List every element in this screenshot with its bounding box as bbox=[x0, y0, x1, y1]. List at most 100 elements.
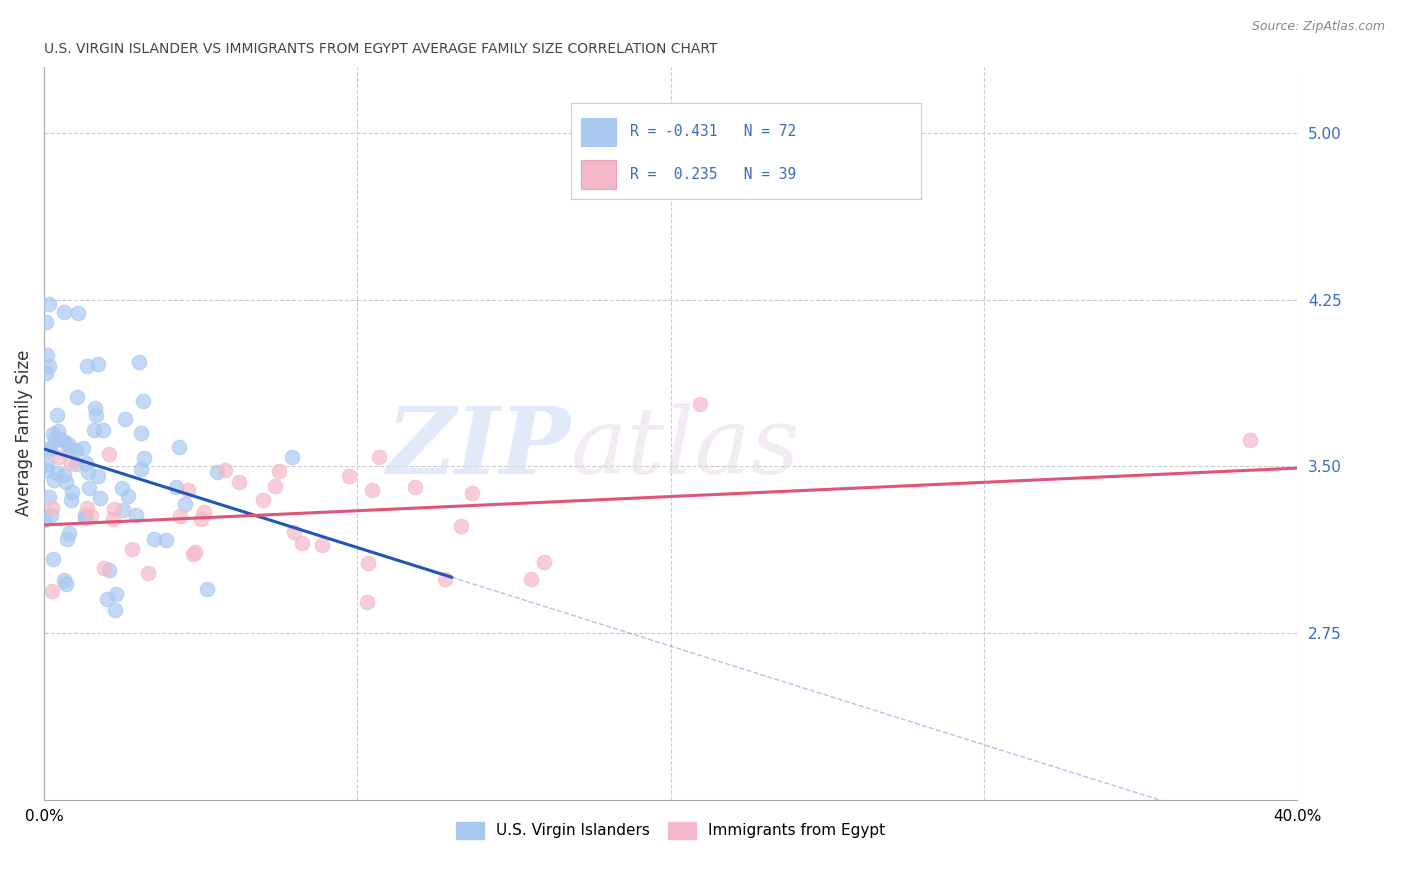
Point bbox=[55, 532, 77, 546]
Point bbox=[38, 442, 60, 457]
Point bbox=[93, 423, 115, 437]
Y-axis label: Average Family Size: Average Family Size bbox=[15, 350, 32, 516]
Point bbox=[73, 511, 96, 525]
Point bbox=[356, 595, 378, 609]
Point bbox=[368, 450, 391, 465]
Point bbox=[129, 462, 152, 476]
Point bbox=[132, 450, 155, 465]
Point bbox=[45, 466, 67, 480]
Point bbox=[60, 456, 83, 470]
Point bbox=[205, 465, 228, 479]
Point bbox=[60, 492, 83, 507]
Point bbox=[83, 423, 105, 437]
Point bbox=[114, 412, 136, 426]
Point bbox=[38, 442, 60, 456]
Point bbox=[155, 533, 177, 547]
Point bbox=[184, 545, 207, 559]
Point bbox=[34, 513, 56, 527]
Point bbox=[269, 464, 291, 478]
Point bbox=[121, 541, 143, 556]
Point bbox=[404, 480, 426, 494]
Point bbox=[98, 563, 121, 577]
Point bbox=[55, 475, 77, 489]
Point bbox=[76, 359, 98, 373]
Point bbox=[228, 475, 250, 489]
Point bbox=[86, 357, 108, 371]
Point bbox=[1239, 433, 1261, 447]
Point bbox=[45, 409, 67, 423]
Point bbox=[89, 491, 111, 505]
Point bbox=[103, 502, 125, 516]
Point bbox=[38, 490, 60, 504]
Point bbox=[44, 432, 66, 446]
Point bbox=[42, 426, 65, 441]
Point bbox=[281, 450, 304, 465]
Point bbox=[214, 463, 236, 477]
Point bbox=[111, 481, 134, 495]
Point bbox=[165, 480, 187, 494]
Point bbox=[434, 573, 457, 587]
Point bbox=[38, 296, 60, 310]
Text: atlas: atlas bbox=[571, 402, 800, 492]
Point bbox=[52, 468, 75, 483]
Point bbox=[38, 359, 60, 374]
Point bbox=[190, 511, 212, 525]
Legend: U.S. Virgin Islanders, Immigrants from Egypt: U.S. Virgin Islanders, Immigrants from E… bbox=[450, 816, 891, 845]
Point bbox=[73, 508, 96, 522]
Point bbox=[48, 450, 70, 465]
Point bbox=[48, 424, 70, 438]
Point bbox=[66, 390, 89, 404]
Point bbox=[39, 508, 62, 522]
Text: Source: ZipAtlas.com: Source: ZipAtlas.com bbox=[1251, 20, 1385, 33]
Point bbox=[87, 469, 110, 483]
Point bbox=[67, 306, 90, 320]
Point bbox=[52, 305, 75, 319]
Point bbox=[460, 486, 482, 500]
Point bbox=[520, 572, 543, 586]
Point bbox=[128, 355, 150, 369]
Point bbox=[689, 397, 711, 411]
Point bbox=[44, 473, 66, 487]
Text: ZIP: ZIP bbox=[387, 402, 571, 492]
Point bbox=[65, 443, 87, 458]
Point bbox=[357, 557, 380, 571]
Point bbox=[58, 438, 80, 452]
Point bbox=[84, 408, 107, 422]
Point bbox=[291, 536, 314, 550]
Point bbox=[37, 348, 59, 362]
Point bbox=[283, 524, 305, 539]
Point bbox=[75, 456, 97, 470]
Point bbox=[105, 587, 128, 601]
Point bbox=[76, 500, 98, 515]
Point bbox=[132, 393, 155, 408]
Point bbox=[112, 503, 135, 517]
Point bbox=[35, 463, 58, 477]
Point bbox=[84, 401, 107, 415]
Point bbox=[193, 505, 215, 519]
Point bbox=[34, 315, 56, 329]
Point bbox=[41, 500, 63, 515]
Point bbox=[167, 440, 190, 454]
Point bbox=[49, 432, 72, 446]
Point bbox=[53, 435, 76, 450]
Point bbox=[60, 484, 83, 499]
Point bbox=[72, 441, 94, 455]
Point bbox=[125, 508, 148, 522]
Point bbox=[533, 555, 555, 569]
Text: U.S. VIRGIN ISLANDER VS IMMIGRANTS FROM EGYPT AVERAGE FAMILY SIZE CORRELATION CH: U.S. VIRGIN ISLANDER VS IMMIGRANTS FROM … bbox=[44, 42, 717, 56]
Point bbox=[104, 603, 127, 617]
Point bbox=[77, 466, 100, 480]
Point bbox=[142, 532, 165, 546]
Point bbox=[360, 483, 382, 497]
Point bbox=[80, 508, 103, 523]
Point bbox=[55, 576, 77, 591]
Point bbox=[96, 592, 118, 607]
Point bbox=[101, 512, 124, 526]
Point bbox=[195, 582, 218, 597]
Point bbox=[117, 489, 139, 503]
Point bbox=[58, 526, 80, 541]
Point bbox=[93, 560, 115, 574]
Point bbox=[252, 493, 274, 508]
Point bbox=[129, 426, 152, 441]
Point bbox=[42, 552, 65, 566]
